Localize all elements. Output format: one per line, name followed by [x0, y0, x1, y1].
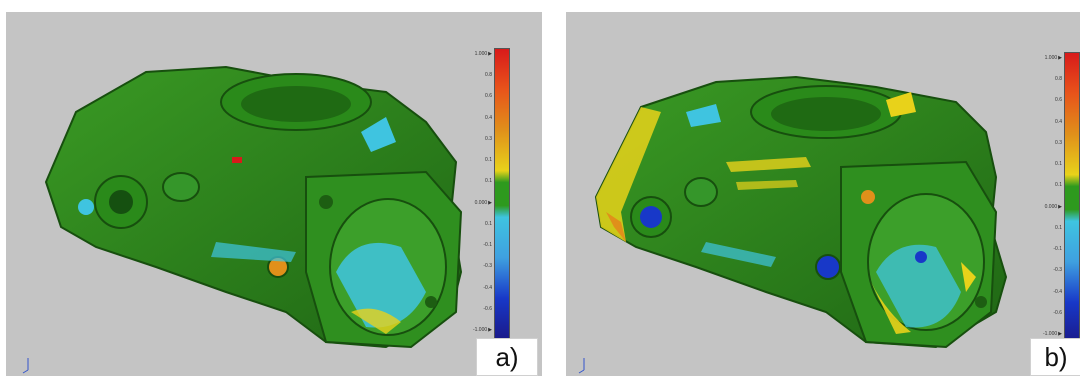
scale-tick-label: 0.1: [485, 157, 492, 164]
panel-label-b: b): [1030, 338, 1080, 376]
scale-tick-label: 0.000: [1045, 204, 1062, 210]
scale-tick-label: 0.8: [485, 72, 492, 79]
axis-triad-icon: [578, 358, 585, 374]
scale-tick-label: -1.000: [1043, 331, 1062, 337]
scale-tick-label: 0.4: [1055, 118, 1062, 125]
scale-tick-label: 0.1: [485, 178, 492, 185]
scale-tick-label: 0.1: [1055, 224, 1062, 231]
scale-tick-label: 0.3: [485, 135, 492, 142]
axis-triad-icon: [22, 358, 29, 374]
color-scale-bar-a: [494, 48, 510, 340]
scale-tick-label: -0.4: [1053, 288, 1062, 295]
scale-tick-label: 0.6: [485, 93, 492, 100]
scale-tick-label: -0.6: [483, 305, 492, 312]
scale-tick-label: -1.000: [473, 327, 492, 333]
scale-tick-label: 0.3: [1055, 139, 1062, 146]
scale-tick-label: 0.1: [1055, 161, 1062, 168]
scale-tick-label: -0.6: [1053, 309, 1062, 316]
scale-tick-label: 1.000: [1045, 55, 1062, 61]
scale-tick-label: -0.3: [1053, 267, 1062, 274]
scale-tick-label: -0.1: [1053, 246, 1062, 253]
scale-tick-label: 0.000: [475, 200, 492, 206]
color-scale-bar-b: [1064, 52, 1080, 344]
scale-tick-label: -0.4: [483, 284, 492, 291]
scale-tick-label: 0.1: [485, 220, 492, 227]
scale-tick-label: -0.1: [483, 242, 492, 249]
scale-tick-label: 1.000: [475, 51, 492, 57]
scale-tick-label: 0.1: [1055, 182, 1062, 189]
scale-tick-label: 0.8: [1055, 76, 1062, 83]
panel-b-deviation-view: b) 1.000 0.8 0.6 0.4 0.3 0.1 0.1 0.000 0.1 -0.1 -0…: [566, 12, 1080, 376]
part-render-b: [594, 75, 1008, 349]
panel-a-deviation-view: a) 1.000 0.8 0.6 0.4 0.3 0.1 0.1 0.000 0.1 -0.1 -0…: [6, 12, 542, 376]
scale-tick-label: -0.3: [483, 263, 492, 270]
scale-tick-label: 0.4: [485, 114, 492, 121]
panel-label-a: a): [476, 338, 538, 376]
scale-tick-label: 0.6: [1055, 97, 1062, 104]
part-render-a: [44, 65, 463, 349]
